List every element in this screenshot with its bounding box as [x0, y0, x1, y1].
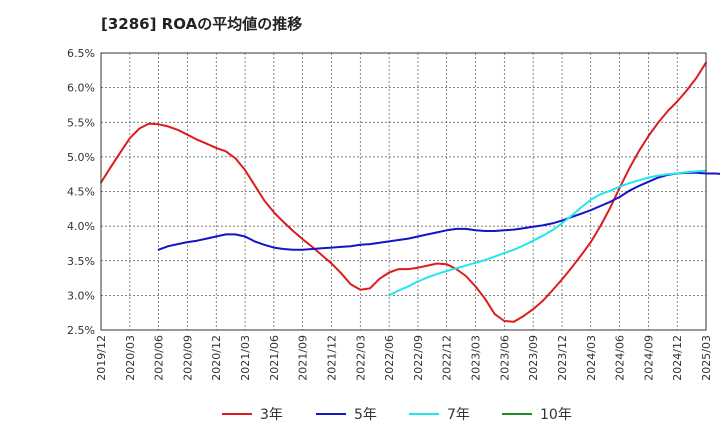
x-tick-label: 2023/03: [470, 335, 483, 381]
x-tick-label: 2021/12: [325, 335, 338, 381]
x-tick-label: 2020/06: [153, 335, 166, 381]
series-line-3: [388, 169, 707, 297]
legend-label-3: 7年: [447, 407, 470, 423]
y-tick-label: 3.5%: [67, 255, 95, 268]
x-tick-label: 2024/12: [671, 335, 684, 381]
legend-label-4: 10年: [540, 407, 572, 423]
y-tick-label: 4.0%: [67, 220, 95, 233]
y-tick-label: 2.5%: [67, 324, 95, 337]
plot-border: [100, 52, 707, 331]
legend-label-1: 3年: [260, 407, 283, 423]
x-tick-label: 2021/09: [297, 335, 310, 381]
legend-label-2: 5年: [354, 407, 377, 423]
x-tick-label: 2020/03: [124, 335, 137, 381]
x-tick-label: 2020/12: [210, 335, 223, 381]
x-tick-label: 2023/12: [556, 335, 569, 381]
y-tick-label: 3.0%: [67, 289, 95, 302]
x-tick-label: 2024/06: [614, 335, 627, 381]
x-tick-label: 2022/09: [412, 335, 425, 381]
x-tick-label: 2022/12: [441, 335, 454, 381]
x-tick-label: 2019/12: [95, 335, 108, 381]
x-tick-label: 2024/09: [642, 335, 655, 381]
x-tick-label: 2020/09: [181, 335, 194, 381]
series-lines: [100, 61, 720, 323]
x-tick-label: 2025/03: [700, 335, 713, 381]
x-axis-ticks: 2019/12 2020/03 2020/06 2020/09 2020/12 2021/…: [95, 335, 713, 381]
x-tick-label: 2024/03: [585, 335, 598, 381]
x-tick-label: 2023/09: [527, 335, 540, 381]
y-tick-label: 5.0%: [67, 151, 95, 164]
series-line-2: [157, 171, 720, 251]
x-tick-label: 2023/06: [498, 335, 511, 381]
y-tick-label: 5.5%: [67, 116, 95, 129]
x-tick-label: 2021/06: [268, 335, 281, 381]
y-tick-label: 4.5%: [67, 186, 95, 199]
y-tick-label: 6.0%: [67, 82, 95, 95]
y-axis-ticks: 2.5% 3.0% 3.5% 4.0% 4.5% 5.0% 5.5% 6.0% 6.5%: [67, 47, 95, 337]
series-line-1: [100, 61, 707, 323]
x-tick-label: 2022/06: [383, 335, 396, 381]
x-tick-label: 2021/03: [239, 335, 252, 381]
chart-title: [3286] ROAの平均値の推移: [101, 15, 303, 33]
y-tick-label: 6.5%: [67, 47, 95, 60]
legend: 3年 5年 7年 10年: [222, 407, 572, 423]
x-tick-label: 2022/03: [354, 335, 367, 381]
